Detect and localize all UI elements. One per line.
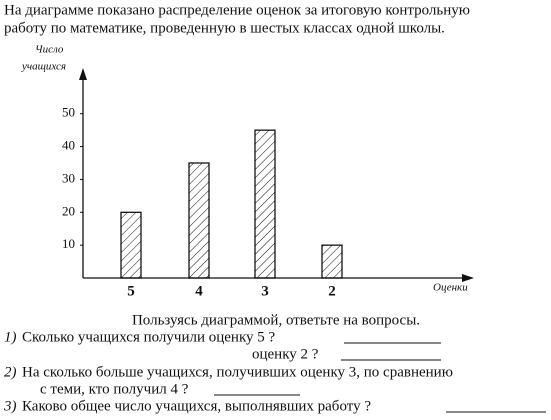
question-text: оценку 2 ? — [252, 346, 319, 362]
question-number: 1) — [4, 329, 17, 345]
intro-line: работу по математике, проведенную в шест… — [4, 20, 445, 36]
question-text: На сколько больше учащихся, получивших о… — [22, 364, 453, 380]
y-axis-label: учащихся — [21, 61, 66, 73]
y-tick-label: 20 — [62, 203, 75, 218]
question-number: 3) — [3, 398, 17, 414]
x-tick-label: 2 — [328, 283, 336, 299]
bar — [188, 162, 210, 279]
bar — [254, 129, 276, 279]
y-tick-label: 40 — [62, 138, 75, 153]
x-tick-label: 5 — [127, 283, 135, 299]
question-text: Сколько учащихся получили оценку 5 ? — [22, 329, 276, 345]
y-axis-label: Число — [35, 44, 64, 56]
question-text: Каково общее число учащихся, выполнявших… — [22, 398, 371, 414]
y-tick-label: 30 — [62, 170, 75, 185]
x-axis-label: Оценки — [433, 282, 468, 294]
x-axis-arrow — [462, 274, 474, 282]
bar — [120, 211, 142, 279]
prompt: Пользуясь диаграммой, ответьте на вопрос… — [132, 312, 420, 328]
y-tick-label: 50 — [62, 105, 75, 120]
intro-line: На диаграмме показано распределение оцен… — [4, 2, 470, 18]
bar — [321, 244, 343, 279]
x-tick-label: 3 — [261, 283, 269, 299]
plot: 10 20 30 40 50 5 4 3 2 — [62, 105, 343, 299]
question-number: 2) — [4, 364, 17, 380]
y-tick-label: 10 — [62, 236, 75, 251]
question-text: с теми, кто получил 4 ? — [40, 381, 189, 397]
y-axis-arrow — [79, 68, 87, 80]
x-tick-label: 4 — [195, 283, 203, 299]
